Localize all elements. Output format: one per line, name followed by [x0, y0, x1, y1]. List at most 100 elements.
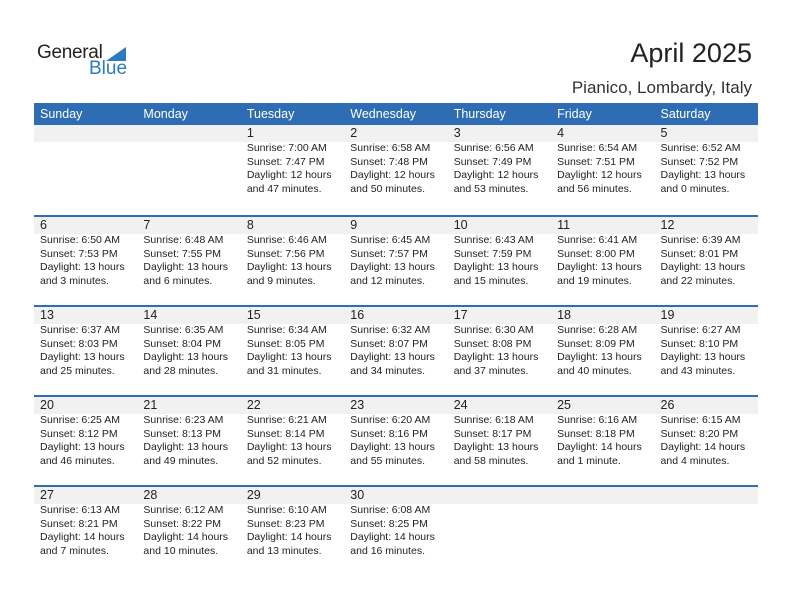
day-cell: 28 Sunrise: 6:12 AM Sunset: 8:22 PM Dayligh…	[137, 487, 240, 575]
daylight-hours: Daylight: 13 hours	[660, 261, 746, 274]
daylight-hours: Daylight: 13 hours	[143, 261, 229, 274]
daylight-minutes: and 10 minutes.	[143, 544, 219, 557]
weekday-friday: Friday	[557, 107, 592, 121]
week-row: 6 Sunrise: 6:50 AM Sunset: 7:53 PM Daylight…	[34, 215, 758, 305]
day-number: 26	[660, 398, 675, 412]
weekday-sunday: Sunday	[40, 107, 83, 121]
location: Pianico, Lombardy, Italy	[571, 78, 752, 97]
day-cell: 9 Sunrise: 6:45 AM Sunset: 7:57 PM Daylight…	[344, 217, 447, 305]
sunrise-time: Sunrise: 6:15 AM	[660, 414, 741, 426]
daylight-minutes: and 52 minutes.	[246, 454, 322, 467]
sunrise-time: Sunrise: 6:43 AM	[453, 234, 534, 246]
day-cell: 23 Sunrise: 6:20 AM Sunset: 8:16 PM Dayligh…	[344, 397, 447, 485]
sunrise-time: Sunrise: 6:28 AM	[557, 324, 638, 336]
sunset-time: Sunset: 8:12 PM	[40, 427, 118, 440]
sunset-time: Sunset: 8:23 PM	[246, 517, 325, 530]
sunrise-time: Sunrise: 6:08 AM	[350, 504, 431, 516]
day-number: 16	[350, 308, 365, 322]
sunset-time: Sunset: 7:55 PM	[143, 247, 222, 260]
daylight-minutes: and 37 minutes.	[453, 364, 529, 377]
daylight-hours: Daylight: 14 hours	[350, 531, 435, 544]
day-number: 21	[143, 398, 158, 412]
day-number: 22	[246, 398, 261, 412]
day-number: 17	[453, 308, 468, 322]
daylight-hours: Daylight: 13 hours	[350, 441, 435, 454]
sunset-time: Sunset: 7:56 PM	[246, 247, 325, 260]
day-cell: 6 Sunrise: 6:50 AM Sunset: 7:53 PM Daylight…	[34, 217, 137, 305]
empty-cell	[551, 487, 654, 575]
sunrise-time: Sunrise: 7:00 AM	[246, 142, 327, 154]
logo-triangle-icon	[106, 47, 126, 61]
day-number: 2	[350, 126, 358, 140]
day-number: 14	[143, 308, 158, 322]
sunrise-time: Sunrise: 6:37 AM	[40, 324, 120, 336]
daylight-minutes: and 12 minutes.	[350, 274, 425, 287]
day-number: 20	[40, 398, 54, 412]
day-number: 30	[350, 488, 365, 502]
daylight-minutes: and 22 minutes.	[660, 274, 736, 287]
day-cell: 7 Sunrise: 6:48 AM Sunset: 7:55 PM Daylight…	[137, 217, 240, 305]
daylight-minutes: and 9 minutes.	[246, 274, 316, 287]
day-number: 1	[246, 126, 254, 140]
daylight-minutes: and 31 minutes.	[246, 364, 322, 377]
sunset-time: Sunset: 7:59 PM	[453, 247, 532, 260]
sunrise-time: Sunrise: 6:39 AM	[660, 234, 741, 246]
sunset-time: Sunset: 8:25 PM	[350, 517, 428, 530]
sunset-time: Sunset: 8:04 PM	[143, 337, 222, 350]
daylight-minutes: and 56 minutes.	[557, 182, 632, 195]
sunset-time: Sunset: 8:03 PM	[40, 337, 118, 350]
sunrise-time: Sunrise: 6:23 AM	[143, 414, 224, 426]
daylight-hours: Daylight: 13 hours	[350, 351, 435, 364]
day-cell: 11 Sunrise: 6:41 AM Sunset: 8:00 PM Dayligh…	[551, 217, 654, 305]
daylight-minutes: and 46 minutes.	[40, 454, 115, 467]
sunrise-time: Sunrise: 6:54 AM	[557, 142, 638, 154]
sunset-time: Sunset: 8:08 PM	[453, 337, 532, 350]
day-cell: 4 Sunrise: 6:54 AM Sunset: 7:51 PM Daylight…	[551, 125, 654, 215]
daylight-minutes: and 7 minutes.	[40, 544, 109, 557]
daylight-hours: Daylight: 14 hours	[143, 531, 229, 544]
sunset-time: Sunset: 8:13 PM	[143, 427, 222, 440]
daylight-minutes: and 16 minutes.	[350, 544, 425, 557]
sunrise-time: Sunrise: 6:58 AM	[350, 142, 431, 154]
day-cell: 3 Sunrise: 6:56 AM Sunset: 7:49 PM Daylight…	[448, 125, 551, 215]
daylight-hours: Daylight: 13 hours	[557, 351, 642, 364]
sunset-time: Sunset: 7:57 PM	[350, 247, 428, 260]
daylight-hours: Daylight: 12 hours	[246, 169, 332, 182]
sunset-time: Sunset: 8:17 PM	[453, 427, 532, 440]
day-number: 18	[557, 308, 572, 322]
daylight-hours: Daylight: 13 hours	[453, 441, 539, 454]
sunrise-time: Sunrise: 6:21 AM	[246, 414, 327, 426]
sunset-time: Sunset: 7:47 PM	[246, 155, 325, 168]
empty-cell	[448, 487, 551, 575]
day-number: 6	[40, 218, 47, 232]
sunset-time: Sunset: 8:10 PM	[660, 337, 739, 350]
daylight-hours: Daylight: 13 hours	[557, 261, 642, 274]
sunrise-time: Sunrise: 6:35 AM	[143, 324, 224, 336]
day-number: 7	[143, 218, 151, 232]
weekday-wednesday: Wednesday	[350, 107, 417, 121]
daylight-hours: Daylight: 13 hours	[246, 261, 332, 274]
week-row: 20 Sunrise: 6:25 AM Sunset: 8:12 PM Dayligh…	[34, 395, 758, 485]
day-cell: 2 Sunrise: 6:58 AM Sunset: 7:48 PM Daylight…	[344, 125, 447, 215]
sunset-time: Sunset: 8:01 PM	[660, 247, 739, 260]
sunset-time: Sunset: 8:14 PM	[246, 427, 325, 440]
day-number: 27	[40, 488, 54, 502]
sunset-time: Sunset: 7:51 PM	[557, 155, 635, 168]
daylight-minutes: and 19 minutes.	[557, 274, 632, 287]
day-cell: 14 Sunrise: 6:35 AM Sunset: 8:04 PM Dayligh…	[137, 307, 240, 395]
logo-text-general: General	[37, 42, 103, 63]
daylight-hours: Daylight: 14 hours	[557, 441, 642, 454]
sunset-time: Sunset: 8:22 PM	[143, 517, 222, 530]
generalblue-logo: General Blue	[37, 42, 132, 82]
daylight-hours: Daylight: 12 hours	[557, 169, 642, 182]
daylight-minutes: and 4 minutes.	[660, 454, 730, 467]
weekday-monday: Monday	[143, 107, 188, 121]
empty-cell	[137, 125, 240, 215]
daylight-hours: Daylight: 13 hours	[143, 441, 229, 454]
day-cell: 25 Sunrise: 6:16 AM Sunset: 8:18 PM Dayligh…	[551, 397, 654, 485]
sunset-time: Sunset: 8:16 PM	[350, 427, 428, 440]
day-number: 8	[246, 218, 254, 232]
daylight-minutes: and 58 minutes.	[453, 454, 529, 467]
day-cell: 12 Sunrise: 6:39 AM Sunset: 8:01 PM Dayligh…	[655, 217, 758, 305]
day-cell: 17 Sunrise: 6:30 AM Sunset: 8:08 PM Dayligh…	[448, 307, 551, 395]
